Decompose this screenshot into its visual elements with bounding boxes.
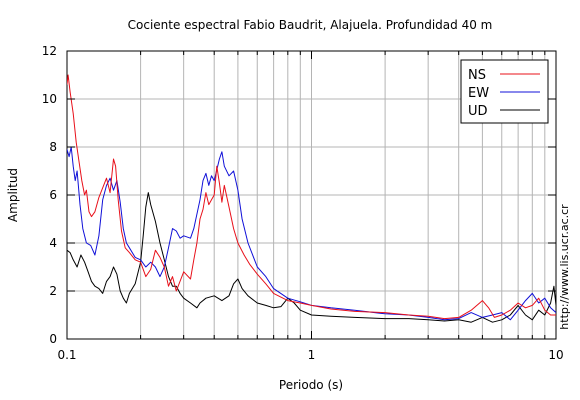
axis-ticks: 0.1 1 10 0 2 4 6 8 10 12 bbox=[42, 44, 564, 362]
y-tick-label: 10 bbox=[42, 92, 57, 106]
series-line-ew bbox=[67, 146, 556, 321]
side-url-note: http://www.lis.ucr.ac.cr bbox=[558, 204, 571, 330]
series-layer bbox=[67, 74, 556, 323]
chart-title: Cociente espectral Fabio Baudrit, Alajue… bbox=[128, 18, 493, 32]
x-axis-label: Periodo (s) bbox=[279, 378, 343, 392]
legend-label-ud: UD bbox=[468, 104, 488, 119]
legend: NS EW UD bbox=[460, 59, 549, 124]
legend-label-ew: EW bbox=[468, 86, 489, 101]
y-tick-label: 12 bbox=[42, 44, 57, 58]
x-tick-label: 1 bbox=[308, 348, 316, 362]
x-tick-label: 10 bbox=[548, 348, 563, 362]
y-tick-label: 4 bbox=[49, 236, 57, 250]
y-tick-label: 8 bbox=[49, 140, 57, 154]
y-tick-label: 2 bbox=[49, 284, 57, 298]
legend-label-ns: NS bbox=[468, 68, 486, 83]
y-tick-label: 0 bbox=[49, 332, 57, 346]
series-line-ud bbox=[67, 192, 556, 323]
y-axis-label: Amplitud bbox=[6, 168, 20, 222]
y-tick-label: 6 bbox=[49, 188, 57, 202]
x-tick-label: 0.1 bbox=[57, 348, 76, 362]
series-line-ns bbox=[67, 74, 556, 320]
